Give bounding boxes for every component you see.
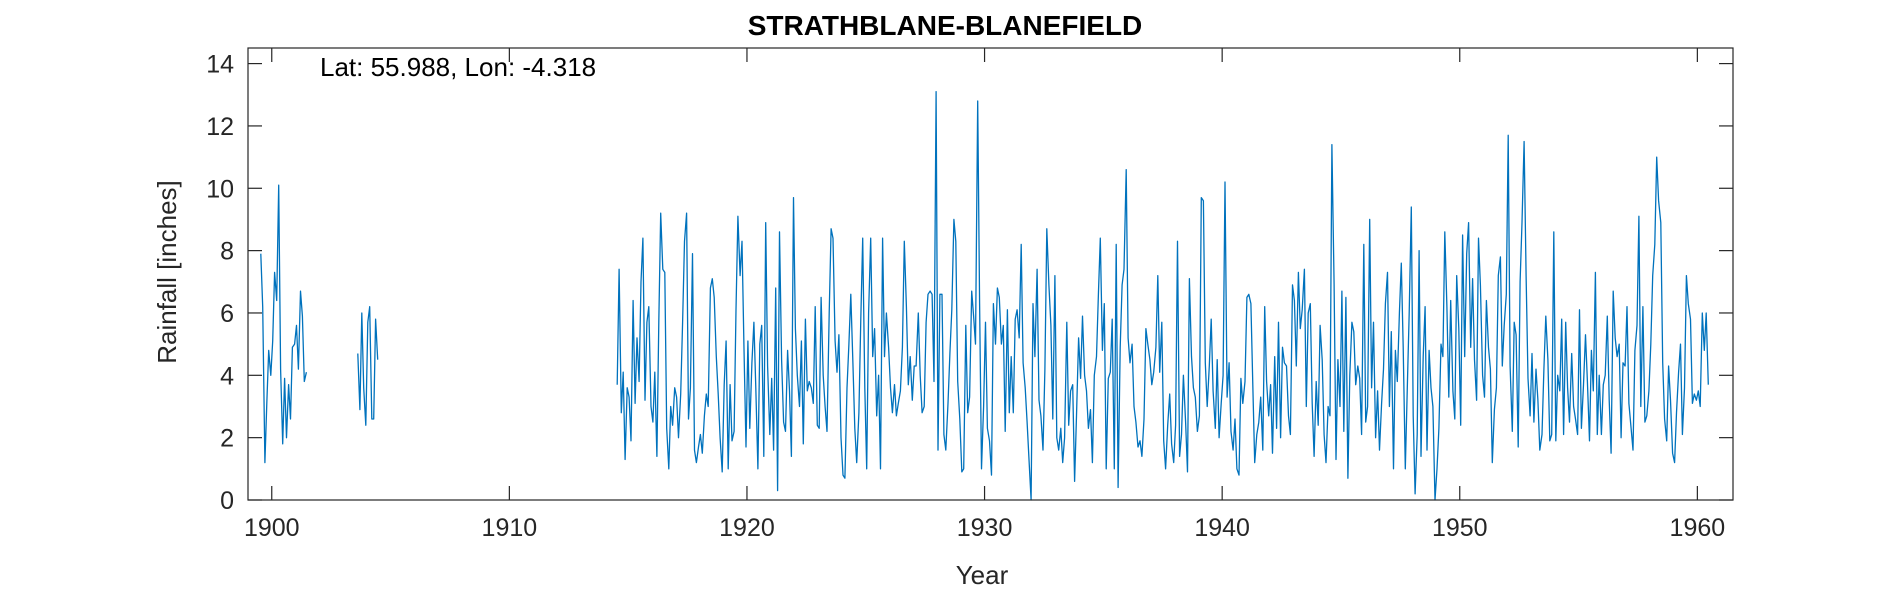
x-tick-label: 1930 — [957, 514, 1013, 542]
series-layer — [260, 90, 1709, 501]
x-tick-label: 1950 — [1432, 514, 1488, 542]
x-tick-label: 1910 — [482, 514, 538, 542]
y-tick-label: 4 — [220, 362, 234, 390]
axis-ticks — [248, 48, 1733, 501]
axes-frame — [247, 47, 1734, 501]
axes-box — [247, 47, 1734, 501]
x-tick-label: 1960 — [1670, 514, 1726, 542]
y-axis-label: Rainfall [inches] — [152, 180, 182, 364]
y-tick-label: 8 — [220, 238, 234, 266]
rainfall-line-segment-3 — [616, 90, 1709, 501]
y-tick-label: 6 — [220, 300, 234, 328]
x-tick-label: 1920 — [719, 514, 775, 542]
x-tick-label: 1940 — [1194, 514, 1250, 542]
x-axis-label: Year — [956, 560, 1009, 590]
x-tick-label: 1900 — [244, 514, 300, 542]
chart-title: STRATHBLANE-BLANEFIELD — [748, 10, 1143, 41]
rainfall-line-segment-1 — [260, 184, 308, 464]
y-tick-label: 2 — [220, 425, 234, 453]
y-tick-label: 10 — [206, 175, 234, 203]
x-tick-labels: 1900 1910 1920 1930 1940 1950 1960 — [244, 514, 1725, 542]
y-tick-labels: 0 2 4 6 8 10 12 14 — [206, 51, 234, 515]
y-tick-label: 12 — [206, 113, 234, 141]
plot-area — [248, 48, 1733, 500]
location-annotation: Lat: 55.988, Lon: -4.318 — [320, 52, 596, 82]
y-tick-label: 14 — [206, 51, 234, 79]
y-tick-label: 0 — [220, 487, 234, 515]
rainfall-line-segment-2 — [357, 306, 379, 426]
